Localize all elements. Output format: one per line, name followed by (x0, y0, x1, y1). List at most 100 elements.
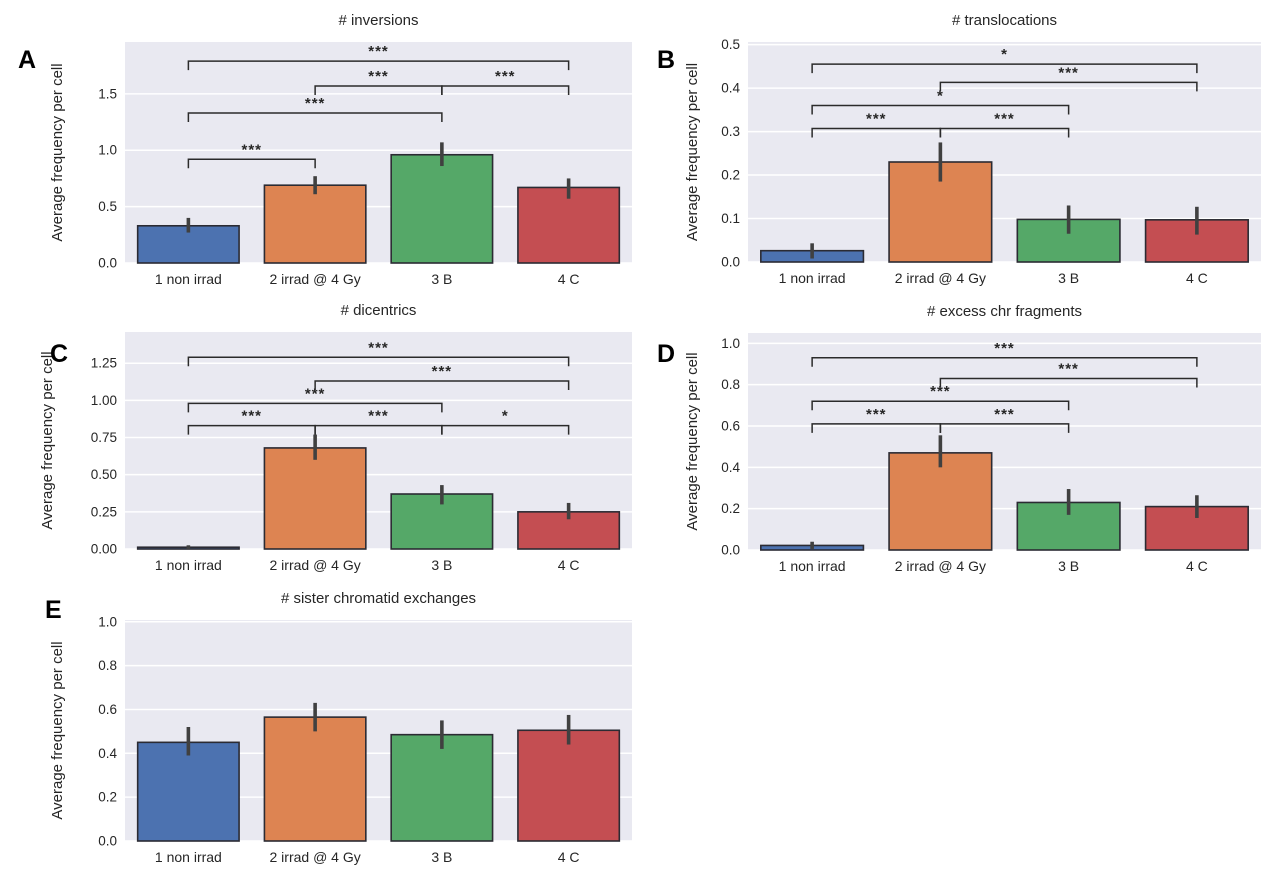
significance-stars: *** (368, 408, 389, 425)
panel-chart-svg: *** *** *** *** *** 0.0 0.5 1.0 1.5 1 non irrad 2 … (18, 12, 632, 287)
y-tick-label: 0.6 (98, 702, 117, 717)
significance-bracket (939, 377, 1198, 388)
y-tick-label: 0.2 (721, 501, 740, 516)
x-category-label: 2 irrad @ 4 Gy (895, 270, 986, 286)
y-tick-label: 1.0 (98, 614, 117, 629)
y-axis-label: Average frequency per cell (49, 641, 66, 819)
panel-letter: B (657, 46, 675, 74)
significance-bracket (441, 424, 570, 435)
panel-letter: C (50, 340, 68, 368)
panel-a-inversions: *** *** *** *** *** 0.0 0.5 1.0 1.5 1 non irrad 2 … (0, 0, 641, 300)
significance-bracket (939, 127, 1070, 138)
significance-bracket (187, 356, 570, 367)
y-tick-label: 0.0 (98, 256, 117, 271)
y-tick-label: 0.4 (98, 746, 117, 761)
x-category-label: 3 B (431, 557, 452, 573)
y-tick-label: 0.2 (721, 168, 740, 183)
y-tick-label: 0.8 (98, 658, 117, 673)
panel-chart-svg: *** *** **********0.000.250.500.751.001.25… (39, 302, 632, 573)
significance-stars: *** (241, 141, 262, 158)
significance-stars: *** (994, 406, 1015, 423)
significance-stars: *** (930, 383, 951, 400)
significance-stars: *** (305, 95, 326, 112)
x-category-label: 2 irrad @ 4 Gy (270, 557, 361, 573)
bar (136, 741, 240, 842)
y-axis-label: Average frequency per cell (39, 351, 56, 529)
bar (263, 716, 367, 842)
y-tick-label: 1.0 (721, 336, 740, 351)
significance-stars: *** (866, 111, 887, 128)
significance-bracket (441, 85, 570, 95)
significance-stars: *** (241, 408, 262, 425)
x-category-label: 1 non irrad (155, 271, 222, 287)
significance-stars: *** (994, 111, 1015, 128)
bar (517, 729, 621, 842)
significance-bracket (939, 423, 1070, 433)
significance-bracket (187, 112, 443, 123)
significance-stars: *** (1058, 360, 1079, 377)
panel-d-excess-chr-fragments: *** *** *** *** *** 0.0 0.2 0.4 0.6 0.8 1.0 1 non i… (641, 300, 1282, 583)
x-category-label: 3 B (431, 271, 452, 287)
significance-stars: *** (368, 68, 389, 85)
y-tick-label: 0.6 (721, 419, 740, 434)
panel-chart-svg: *** *** *** *** *** 0.0 0.2 0.4 0.6 0.8 1.0 1 non i… (657, 303, 1261, 574)
x-category-label: 4 C (1186, 270, 1208, 286)
significance-bracket (811, 104, 1070, 115)
panel-c-dicentrics: *** *** * *** *** *** 0.00 0.25 0.50 0.75 1.00 1.25… (0, 300, 641, 583)
significance-bracket (314, 380, 570, 391)
y-tick-label: 1.5 (98, 86, 117, 101)
panel-title: # sister chromatid exchanges (281, 590, 476, 607)
bar (263, 447, 367, 550)
x-category-label: 4 C (1186, 558, 1208, 574)
bar (517, 186, 621, 264)
significance-bracket (187, 158, 316, 169)
significance-stars: *** (866, 406, 887, 423)
y-tick-label: 1.00 (91, 393, 117, 408)
y-tick-label: 0.00 (91, 542, 117, 557)
bar (390, 153, 494, 264)
y-tick-label: 1.0 (98, 143, 117, 158)
significance-bracket (811, 400, 1070, 411)
significance-bracket (187, 402, 443, 413)
y-tick-label: 0.1 (721, 211, 740, 226)
y-tick-label: 0.3 (721, 124, 740, 139)
significance-stars: *** (305, 385, 326, 402)
significance-stars: * (1001, 46, 1008, 63)
x-category-label: 4 C (558, 849, 580, 865)
panel-letter: D (657, 340, 675, 368)
bar (390, 733, 494, 842)
y-tick-label: 0.8 (721, 377, 740, 392)
x-category-label: 4 C (558, 271, 580, 287)
panel-title: # inversions (338, 12, 418, 29)
panel-title: # translocations (952, 12, 1057, 29)
x-category-label: 2 irrad @ 4 Gy (895, 558, 986, 574)
significance-stars: *** (495, 68, 516, 85)
bar (1016, 218, 1121, 263)
significance-stars: * (937, 87, 944, 104)
x-category-label: 3 B (431, 849, 452, 865)
significance-stars: *** (994, 340, 1015, 357)
panel-letter: A (18, 46, 36, 74)
y-axis-label: Average frequency per cell (49, 63, 66, 241)
panel-chart-svg: 0.0 0.2 0.4 0.6 0.8 1.0 1 non irrad 2 irrad @ 4… (45, 590, 632, 865)
significance-stars: *** (1058, 64, 1079, 81)
bar (888, 452, 993, 551)
x-category-label: 1 non irrad (155, 557, 222, 573)
y-tick-label: 0.4 (721, 81, 740, 96)
y-tick-label: 1.25 (91, 356, 117, 371)
x-category-label: 2 irrad @ 4 Gy (270, 849, 361, 865)
y-tick-label: 0.75 (91, 430, 117, 445)
significance-bracket (187, 60, 570, 71)
y-tick-label: 0.0 (98, 834, 117, 849)
significance-stars: *** (432, 363, 453, 380)
y-tick-label: 0.0 (721, 543, 740, 558)
y-tick-label: 0.5 (98, 199, 117, 214)
panel-title: # excess chr fragments (927, 303, 1082, 320)
y-tick-label: 0.50 (91, 467, 117, 482)
significance-bracket (811, 357, 1198, 367)
x-category-label: 2 irrad @ 4 Gy (270, 271, 361, 287)
y-tick-label: 0.2 (98, 790, 117, 805)
y-tick-label: 0.5 (721, 37, 740, 52)
panel-title: # dicentrics (341, 302, 417, 319)
